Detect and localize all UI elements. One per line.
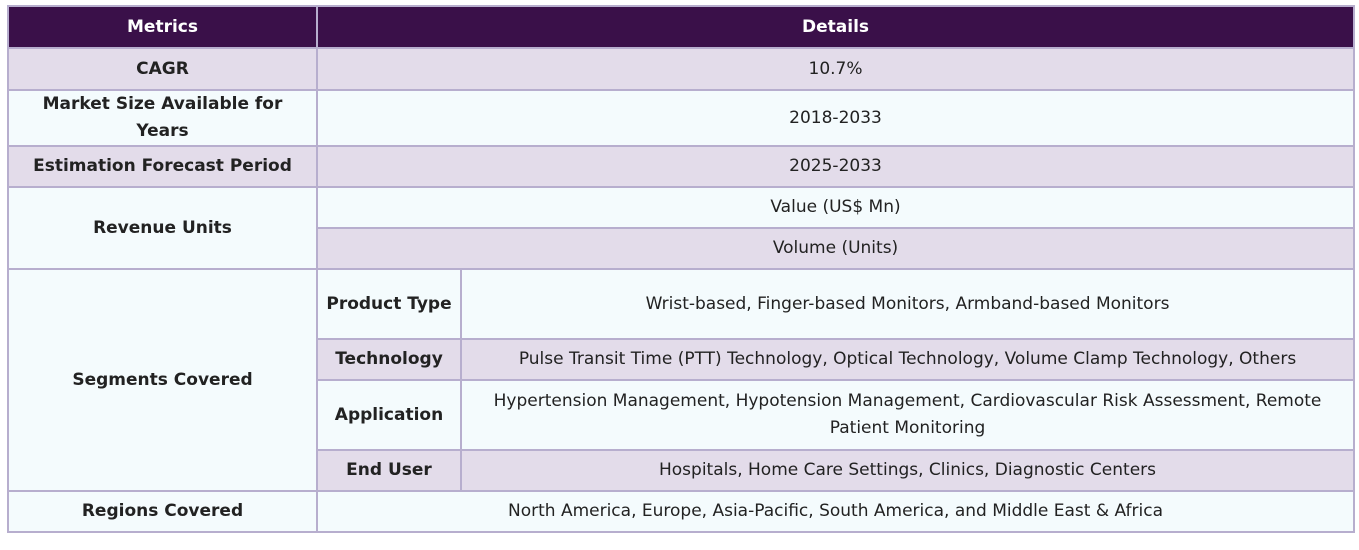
forecast-value: 2025-2033: [315, 145, 1356, 188]
regions-value: North America, Europe, Asia-Pacific, Sou…: [315, 490, 1356, 533]
segment-value-technology: Pulse Transit Time (PTT) Technology, Opt…: [459, 338, 1356, 381]
metrics-table-container: Metrics Details CAGR 10.7% Market Size A…: [7, 5, 1356, 533]
table-row-revenue-1: Revenue Units Value (US$ Mn): [7, 186, 1356, 270]
table-row-segment-product-type: Segments Covered Product Type Wrist-base…: [7, 268, 1356, 492]
market-size-value: 2018-2033: [315, 89, 1356, 147]
metrics-table: Metrics Details CAGR 10.7% Market Size A…: [7, 5, 1356, 533]
revenue-value-1: Value (US$ Mn): [315, 186, 1356, 229]
table-row-revenue-2: Volume (Units): [8, 227, 1356, 270]
table-row-regions: Regions Covered North America, Europe, A…: [7, 490, 1356, 533]
cagr-value: 10.7%: [315, 47, 1356, 91]
cagr-label: CAGR: [7, 47, 318, 91]
segment-name-technology: Technology: [316, 338, 462, 381]
table-row-segment-technology: Technology Pulse Transit Time (PTT) Tech…: [8, 338, 1356, 381]
table-row-market-size: Market Size Available for Years 2018-203…: [7, 89, 1356, 147]
header-metrics: Metrics: [7, 5, 318, 49]
segment-name-application: Application: [316, 379, 462, 451]
forecast-label: Estimation Forecast Period: [7, 145, 318, 188]
table-header-row: Metrics Details: [7, 5, 1356, 49]
regions-label: Regions Covered: [7, 490, 318, 533]
table-row-cagr: CAGR 10.7%: [7, 47, 1356, 91]
segment-value-end-user: Hospitals, Home Care Settings, Clinics, …: [459, 449, 1356, 492]
segment-value-product-type: Wrist-based, Finger-based Monitors, Armb…: [459, 268, 1356, 340]
table-row-segment-application: Application Hypertension Management, Hyp…: [8, 379, 1356, 451]
segment-name-end-user: End User: [316, 449, 462, 492]
revenue-value-2: Volume (Units): [315, 227, 1356, 270]
header-details: Details: [315, 5, 1356, 49]
segment-name-product-type: Product Type: [316, 268, 462, 340]
revenue-label: Revenue Units: [7, 186, 318, 270]
market-size-label: Market Size Available for Years: [7, 89, 318, 147]
table-row-segment-end-user: End User Hospitals, Home Care Settings, …: [8, 449, 1356, 492]
table-row-forecast: Estimation Forecast Period 2025-2033: [7, 145, 1356, 188]
segment-value-application: Hypertension Management, Hypotension Man…: [459, 379, 1356, 451]
segments-label: Segments Covered: [7, 268, 318, 492]
